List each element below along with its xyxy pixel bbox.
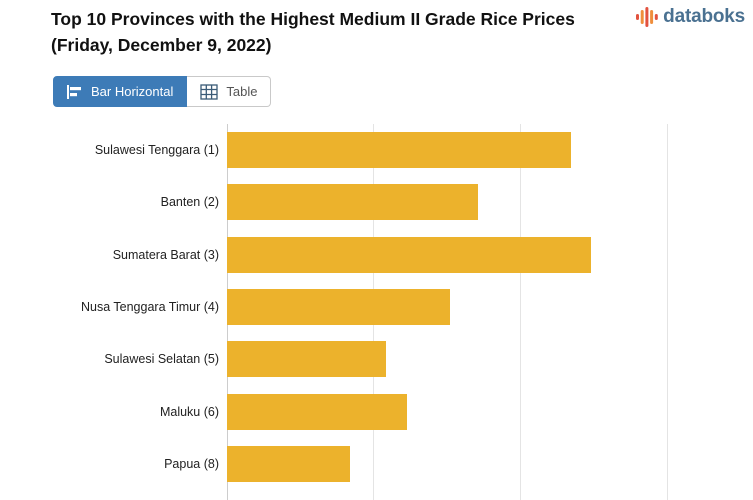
bar-label: Nusa Tenggara Timur (4) xyxy=(80,300,219,315)
bar-row: Sumatera Barat (3) xyxy=(0,229,753,281)
bar-horizontal-button[interactable]: Bar Horizontal xyxy=(53,76,188,107)
table-label: Table xyxy=(226,84,258,99)
bar[interactable] xyxy=(227,289,451,326)
bar-horizontal-label: Bar Horizontal xyxy=(91,84,174,99)
databoks-icon xyxy=(636,6,658,28)
bar-row: Maluku (6) xyxy=(0,385,753,437)
databoks-logo[interactable]: databoks xyxy=(636,6,745,28)
bar-track xyxy=(227,445,740,482)
table-button[interactable]: Table xyxy=(187,76,272,107)
header: Top 10 Provinces with the Highest Medium… xyxy=(0,0,753,58)
bar[interactable] xyxy=(227,132,571,169)
bar[interactable] xyxy=(227,236,592,273)
bar-row: Sulawesi Selatan (5) xyxy=(0,333,753,385)
bar-row: Nusa Tenggara Timur (4) xyxy=(0,281,753,333)
bar-row: Banten (2) xyxy=(0,176,753,228)
bar-label: Sumatera Barat (3) xyxy=(112,247,219,262)
bar[interactable] xyxy=(227,393,407,430)
view-toggle: Bar Horizontal Table xyxy=(53,76,272,107)
bar-label: Maluku (6) xyxy=(159,404,219,419)
bar[interactable] xyxy=(227,445,351,482)
chart-rows: Sulawesi Tenggara (1) Banten (2) Sumatera … xyxy=(0,124,753,490)
bar-row: Sulawesi Tenggara (1) xyxy=(0,124,753,176)
bar-label: Papua (8) xyxy=(164,456,219,471)
bar-label: Sulawesi Selatan (5) xyxy=(104,352,219,367)
databoks-wordmark: databoks xyxy=(663,6,745,27)
chart-title: Top 10 Provinces with the Highest Medium… xyxy=(51,9,575,55)
bar-label: Banten (2) xyxy=(160,195,219,210)
bar-track xyxy=(227,236,740,273)
bar-track xyxy=(227,184,740,221)
bar-track xyxy=(227,289,740,326)
bar[interactable] xyxy=(227,184,479,221)
bar-row: Papua (8) xyxy=(0,438,753,490)
gridline xyxy=(666,124,668,500)
bar[interactable] xyxy=(227,341,387,378)
chart: Sulawesi Tenggara (1) Banten (2) Sumatera … xyxy=(0,124,753,500)
bar-track xyxy=(227,132,740,169)
bar-label: Sulawesi Tenggara (1) xyxy=(94,143,219,158)
bar-track xyxy=(227,341,740,378)
bar-track xyxy=(227,393,740,430)
gridline xyxy=(520,124,522,500)
table-icon xyxy=(200,83,219,100)
bar-chart-horizontal-icon xyxy=(67,84,83,99)
